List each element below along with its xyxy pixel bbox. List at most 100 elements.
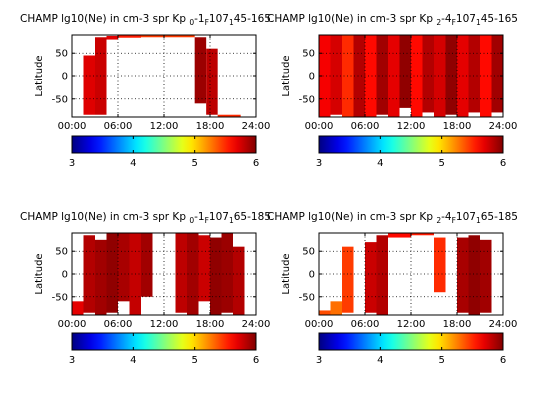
x-tick-label: 24:00 (489, 319, 518, 330)
x-tick-label: 18:00 (443, 319, 472, 330)
title-part: F (205, 216, 209, 225)
heat-cell (399, 35, 411, 108)
colorbar-tick-label: 3 (69, 355, 75, 366)
panel-3: CHAMP lg10(Ne) in cm-3 spr Kp 0-1F107165… (20, 211, 271, 366)
colorbar (318, 135, 504, 154)
title-part: 2 (436, 18, 441, 27)
heat-cell (330, 35, 342, 115)
x-tick-label: 00:00 (58, 319, 87, 330)
colorbar-tick-label: 5 (438, 158, 444, 169)
panel-1: CHAMP lg10(Ne) in cm-3 spr Kp 0-1F107145… (20, 13, 271, 169)
y-tick-label: 0 (62, 72, 68, 83)
title-part: 65-185 (234, 211, 271, 223)
x-tick-label: 18:00 (196, 121, 225, 132)
heat-cell (434, 237, 446, 293)
heat-cell (388, 233, 411, 238)
heat-cell (376, 35, 388, 115)
title-part: 1 (476, 216, 481, 225)
title-part: 1 (476, 18, 481, 27)
x-tick-label: 00:00 (305, 121, 334, 132)
heat-cell (210, 237, 222, 315)
heat-cell (434, 35, 446, 117)
heat-cell (480, 35, 492, 117)
heat-cell (106, 233, 118, 313)
y-tick-label: -50 (299, 94, 315, 105)
colorbar-tick-label: 4 (377, 355, 383, 366)
heat-cell (388, 35, 400, 117)
x-tick-label: 12:00 (397, 319, 426, 330)
heat-cell (365, 35, 377, 117)
colorbar-tick-label: 5 (438, 355, 444, 366)
title-part: F (452, 18, 456, 27)
heat-cell (83, 55, 95, 115)
colorbar-tick-label: 6 (253, 355, 259, 366)
title-part: 0 (189, 216, 194, 225)
heat-cell (491, 35, 503, 113)
x-tick-label: 00:00 (58, 121, 87, 132)
y-tick-label: -50 (299, 292, 315, 303)
colorbar-tick-label: 5 (191, 355, 197, 366)
title-part: 107 (456, 13, 476, 25)
panel-title: CHAMP lg10(Ne) in cm-3 spr Kp 2-4F107165… (267, 211, 518, 225)
title-part: 1 (229, 216, 234, 225)
title-part: 0 (189, 18, 194, 27)
y-tick-label: 0 (309, 72, 315, 83)
heat-cell (187, 233, 199, 315)
heat-cell (342, 246, 354, 313)
heat-cell (175, 233, 187, 313)
panel-title: CHAMP lg10(Ne) in cm-3 spr Kp 0-1F107145… (20, 13, 271, 27)
title-part: CHAMP lg10(Ne) in cm-3 spr Kp (267, 13, 436, 25)
y-tick-label: 0 (309, 270, 315, 281)
title-part: -1 (194, 211, 204, 223)
x-tick-label: 18:00 (443, 121, 472, 132)
heat-cell (468, 235, 480, 315)
x-tick-label: 18:00 (196, 319, 225, 330)
colorbar-tick-label: 3 (316, 158, 322, 169)
title-part: F (205, 18, 209, 27)
heat-cell (319, 310, 331, 315)
heat-cell (221, 233, 233, 313)
heat-cell (457, 237, 469, 313)
colorbar-tick-label: 3 (316, 355, 322, 366)
y-axis-label: Latitude (34, 55, 45, 96)
heat-cell (194, 37, 207, 104)
y-tick-label: 50 (55, 49, 68, 60)
heat-cell (376, 235, 388, 315)
heat-cell (468, 35, 480, 113)
title-part: 107 (456, 211, 476, 223)
colorbar-tick-label: 6 (253, 158, 259, 169)
x-tick-label: 24:00 (242, 319, 271, 330)
x-tick-label: 24:00 (242, 121, 271, 132)
colorbar-tick-label: 6 (500, 158, 506, 169)
x-tick-label: 00:00 (305, 319, 334, 330)
heat-cell (95, 239, 107, 315)
colorbar-tick-label: 4 (130, 355, 136, 366)
heat-cell (480, 239, 492, 313)
title-part: 65-185 (481, 211, 518, 223)
y-axis-label: Latitude (281, 55, 292, 96)
heat-cell (72, 301, 84, 315)
title-part: -4 (441, 211, 452, 223)
heat-cell (233, 246, 245, 315)
y-tick-label: -50 (52, 292, 68, 303)
y-axis-label: Latitude (34, 253, 45, 294)
colorbar-tick-label: 5 (191, 158, 197, 169)
heat-cell (217, 114, 241, 117)
x-tick-label: 24:00 (489, 121, 518, 132)
x-tick-label: 12:00 (150, 319, 179, 330)
heat-cell (422, 35, 434, 113)
heat-cell (118, 233, 130, 302)
title-part: CHAMP lg10(Ne) in cm-3 spr Kp (267, 211, 436, 223)
panel-title: CHAMP lg10(Ne) in cm-3 spr Kp 2-4F107145… (267, 13, 518, 27)
title-part: -1 (194, 13, 204, 25)
heat-cell (353, 35, 365, 117)
y-tick-label: 50 (302, 247, 315, 258)
panel-title: CHAMP lg10(Ne) in cm-3 spr Kp 0-1F107165… (20, 211, 271, 225)
colorbar-tick-label: 3 (69, 158, 75, 169)
y-axis-label: Latitude (281, 253, 292, 294)
heat-cell (118, 35, 141, 38)
panel-2: CHAMP lg10(Ne) in cm-3 spr Kp 2-4F107145… (267, 13, 518, 169)
panel-4: CHAMP lg10(Ne) in cm-3 spr Kp 2-4F107165… (267, 211, 518, 366)
title-part: CHAMP lg10(Ne) in cm-3 spr Kp (20, 13, 189, 25)
